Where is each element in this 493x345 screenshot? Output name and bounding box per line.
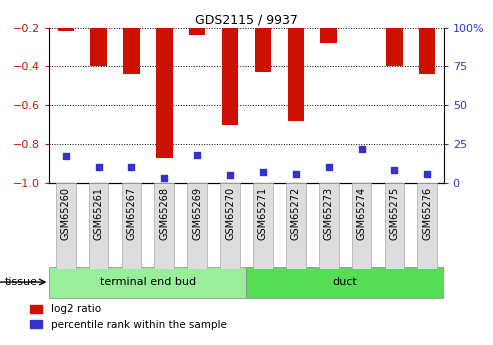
Text: GSM65260: GSM65260 (61, 187, 70, 240)
Bar (352, 183, 371, 269)
Text: duct: duct (333, 277, 357, 287)
Text: GSM65272: GSM65272 (291, 187, 301, 240)
Text: GSM65271: GSM65271 (258, 187, 268, 240)
Text: GSM65276: GSM65276 (423, 187, 432, 240)
Bar (287, 28, 304, 121)
Text: GSM65269: GSM65269 (192, 187, 202, 240)
Text: GSM65275: GSM65275 (389, 187, 399, 240)
Point (95, 165, 103, 170)
Bar (286, 183, 306, 269)
Point (423, 171, 431, 176)
Bar (222, 28, 238, 125)
Text: terminal end bud: terminal end bud (100, 277, 196, 287)
Bar (56, 183, 75, 269)
Text: GSM65274: GSM65274 (356, 187, 366, 240)
Bar (385, 183, 404, 269)
Text: GSM65267: GSM65267 (127, 187, 137, 240)
Point (325, 165, 333, 170)
Bar (253, 183, 273, 269)
Point (390, 168, 398, 173)
Point (292, 171, 300, 176)
Text: tissue: tissue (5, 277, 38, 287)
Bar (386, 28, 403, 66)
Point (193, 152, 201, 158)
Bar (319, 183, 339, 269)
Bar (90, 28, 107, 66)
Text: GSM65273: GSM65273 (324, 187, 334, 240)
Text: GSM65261: GSM65261 (94, 187, 104, 240)
Bar (156, 28, 173, 158)
Point (259, 169, 267, 175)
Bar (220, 183, 240, 269)
Bar (49, 266, 247, 297)
Bar (320, 28, 337, 43)
Text: GSM65268: GSM65268 (159, 187, 169, 240)
Point (357, 146, 365, 151)
Title: GDS2115 / 9937: GDS2115 / 9937 (195, 13, 298, 27)
Bar (123, 28, 140, 74)
Bar (89, 183, 108, 269)
Bar (418, 183, 437, 269)
Point (160, 176, 168, 181)
Point (128, 165, 136, 170)
Point (62, 154, 70, 159)
Bar (58, 28, 74, 31)
Bar (419, 28, 435, 74)
Legend: log2 ratio, percentile rank within the sample: log2 ratio, percentile rank within the s… (30, 305, 227, 330)
Bar (154, 183, 174, 269)
Text: GSM65270: GSM65270 (225, 187, 235, 240)
Bar (246, 266, 444, 297)
Bar (189, 28, 206, 35)
Bar (255, 28, 271, 72)
Bar (122, 183, 141, 269)
Bar (187, 183, 207, 269)
Point (226, 172, 234, 178)
